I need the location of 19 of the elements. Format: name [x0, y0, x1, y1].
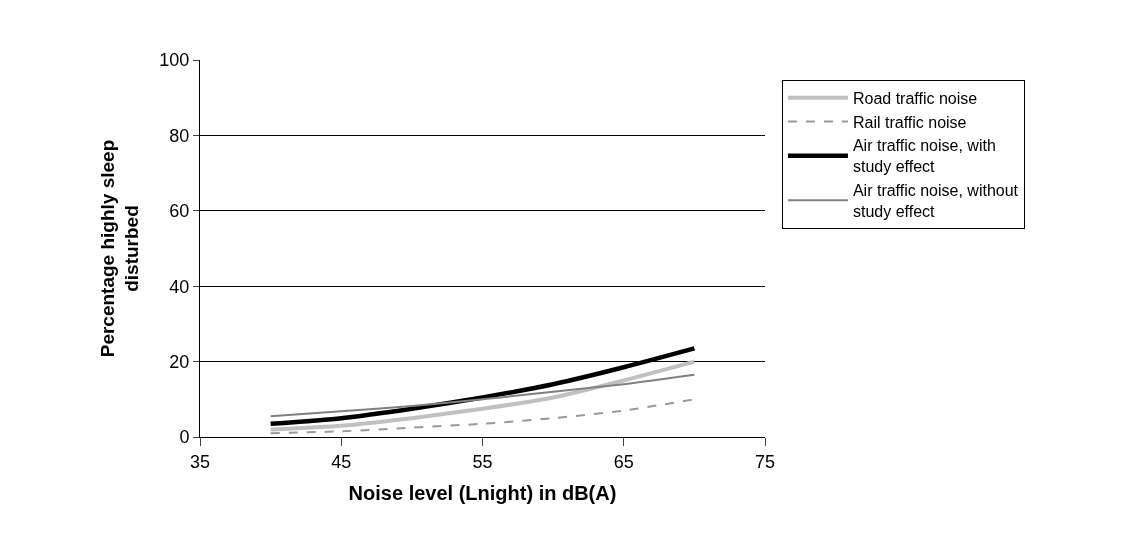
x-tick-label: 35 — [189, 451, 211, 472]
x-tick-label: 65 — [613, 451, 634, 472]
legend-label: Air traffic noise, with study effect — [852, 137, 996, 176]
legend-label: Rail traffic noise — [852, 113, 967, 131]
y-axis-title: Percentage highly sleep disturbed — [96, 139, 143, 358]
y-tick-label: 80 — [169, 125, 190, 146]
y-tick-label: 60 — [169, 201, 190, 222]
y-tick-label: 20 — [169, 351, 190, 372]
legend-label: Road traffic noise — [852, 89, 978, 107]
line-series — [268, 359, 697, 432]
line-series — [269, 373, 696, 418]
x-axis-title: Noise level (Lnight) in dB(A) — [348, 482, 617, 505]
legend-label: Air traffic noise, without study effect — [852, 182, 1019, 220]
y-tick-label: 0 — [179, 427, 190, 448]
y-tick-label: 100 — [159, 50, 190, 71]
y-tick-label: 40 — [169, 276, 190, 297]
x-tick-label: 75 — [754, 451, 776, 472]
x-tick-label: 55 — [472, 451, 493, 472]
x-tick-label: 45 — [331, 451, 352, 472]
